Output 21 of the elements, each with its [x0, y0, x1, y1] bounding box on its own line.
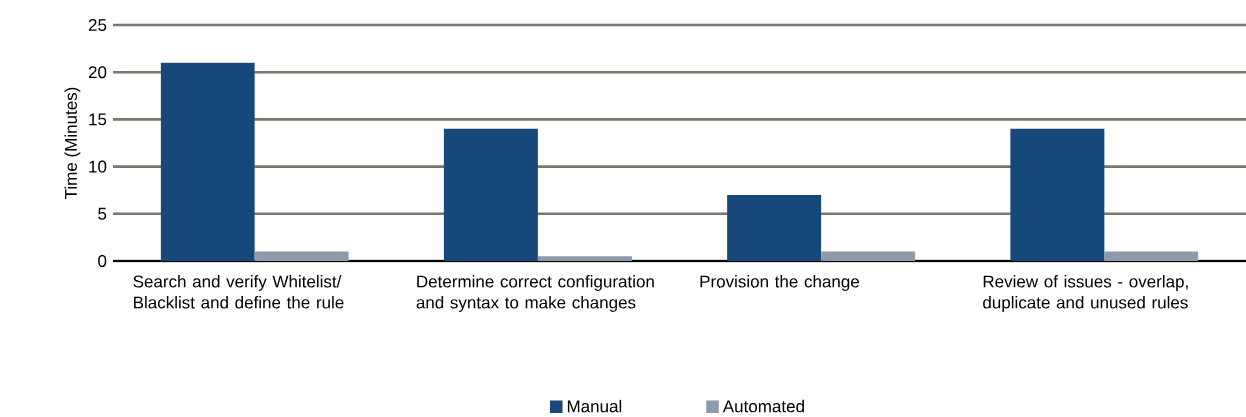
bar	[727, 194, 822, 261]
x-tick-label: Determine correct configuration and syntax to make changes	[416, 275, 654, 312]
y-tick-label: 5	[98, 207, 107, 220]
bar	[443, 128, 538, 261]
y-tick-label: 20	[88, 66, 107, 79]
y-tick-label: 10	[89, 160, 107, 173]
y-axis-title: Time (Minutes)	[64, 87, 81, 199]
legend-label: Manual	[567, 399, 622, 413]
y-tick-label: 0	[98, 254, 107, 267]
y-tick-label: 25	[88, 18, 107, 31]
bar	[254, 251, 349, 261]
bar	[1104, 251, 1199, 261]
bar	[1010, 128, 1105, 261]
x-tick-label: Review of issues - overlap, duplicate and unused rules	[983, 275, 1188, 312]
legend-label: Automated	[722, 399, 804, 413]
x-tick-label: Search and verify Whitelist/ Blacklist and define the rule	[133, 275, 344, 309]
bar	[537, 256, 632, 261]
x-tick-label: Provision the change	[700, 275, 859, 291]
y-tick-label: 15	[89, 113, 107, 126]
bar	[821, 251, 916, 261]
bar	[160, 62, 255, 261]
